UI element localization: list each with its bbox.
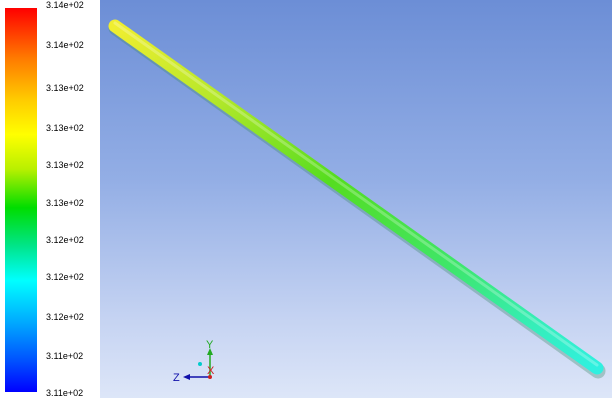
axis-triad: Y Z X (173, 340, 215, 384)
legend-label-10: 3.11e+02 (46, 388, 84, 398)
legend-panel: 3.14e+02 3.14e+02 3.13e+02 3.13e+02 3.13… (0, 0, 100, 398)
legend-label-4: 3.13e+02 (46, 160, 84, 170)
legend-label-5: 3.13e+02 (46, 198, 84, 208)
legend-label-6: 3.12e+02 (46, 235, 84, 245)
graphics-viewport[interactable] (100, 0, 612, 398)
legend-label-9: 3.11e+02 (46, 351, 84, 361)
pipe-geometry[interactable] (108, 19, 604, 375)
y-axis-arrowhead (207, 348, 213, 355)
legend-label-2: 3.13e+02 (46, 83, 84, 93)
z-axis-label: Z (173, 372, 180, 384)
colorbar (5, 8, 37, 392)
pipe-highlight (113, 21, 599, 367)
legend-label-8: 3.12e+02 (46, 312, 84, 322)
y-axis-label: Y (206, 340, 214, 351)
legend-label-0: 3.14e+02 (46, 0, 84, 10)
x-axis-label: X (207, 365, 215, 377)
triad-cyan-marker (198, 362, 202, 366)
legend-label-1: 3.14e+02 (46, 40, 84, 50)
triad-origin (208, 375, 212, 379)
z-axis-arrowhead (183, 374, 190, 380)
legend-label-7: 3.12e+02 (46, 272, 84, 282)
legend-label-3: 3.13e+02 (46, 123, 84, 133)
